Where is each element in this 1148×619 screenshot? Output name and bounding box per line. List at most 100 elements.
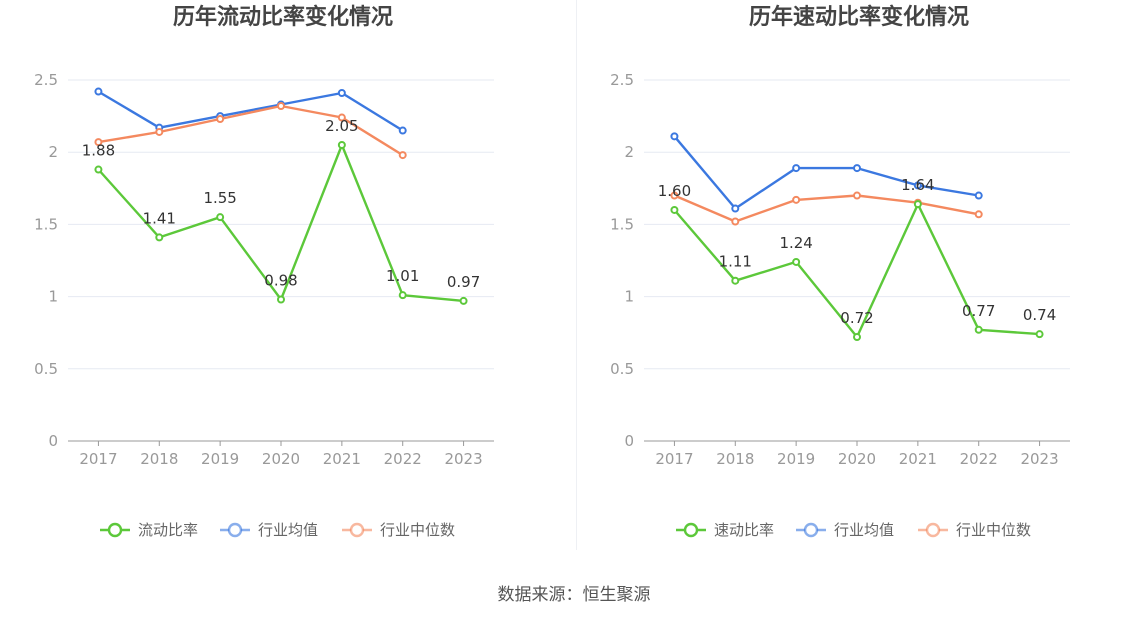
legend-marker	[227, 522, 243, 538]
data-label: 0.72	[840, 309, 873, 327]
legend-label: 行业均值	[834, 521, 894, 539]
data-point-industry-median	[792, 195, 801, 204]
data-label: 0.98	[264, 271, 297, 289]
legend-label: 行业中位数	[380, 521, 455, 539]
x-tick-label: 2018	[140, 450, 178, 468]
x-tick-label: 2020	[838, 450, 876, 468]
data-point-ratio	[459, 296, 468, 305]
data-point-industry-avg	[974, 191, 983, 200]
legend-item-industry-avg: 行业均值	[220, 521, 318, 539]
data-point-ratio	[155, 233, 164, 242]
data-point-industry-avg	[670, 132, 679, 141]
data-label: 2.05	[325, 117, 358, 135]
chart-title: 历年速动比率变化情况	[749, 4, 969, 30]
legend-marker	[803, 522, 819, 538]
legend-item-industry-median: 行业中位数	[918, 521, 1031, 539]
legend-label: 流动比率	[138, 521, 198, 539]
data-point-industry-avg	[337, 88, 346, 97]
y-tick-label: 1	[48, 288, 58, 306]
legend-marker	[349, 522, 365, 538]
data-point-industry-avg	[398, 126, 407, 135]
data-label: 0.77	[962, 302, 995, 320]
series-line-industry-median	[673, 194, 979, 223]
x-tick-label: 2019	[201, 450, 239, 468]
legend-marker	[683, 522, 699, 538]
data-label: 0.97	[447, 273, 480, 291]
legend-item-industry-median: 行业中位数	[342, 521, 455, 539]
x-tick-label: 2022	[960, 450, 998, 468]
data-label: 1.24	[779, 234, 812, 252]
data-point-industry-avg	[731, 204, 740, 213]
legend-marker	[107, 522, 123, 538]
data-point-industry-median	[853, 191, 861, 200]
series-line-industry-avg	[673, 135, 979, 210]
data-point-industry-avg	[853, 164, 861, 173]
y-tick-label: 1	[624, 288, 634, 306]
series-line-industry-median	[98, 104, 404, 157]
legend-marker	[925, 522, 941, 538]
y-tick-label: 0.5	[34, 360, 58, 378]
data-label: 0.74	[1023, 306, 1056, 324]
x-tick-label: 2017	[655, 450, 693, 468]
data-source: 数据来源：恒生聚源	[497, 585, 651, 605]
series-line-industry-avg	[97, 90, 404, 132]
data-label: 1.88	[82, 142, 115, 160]
data-point-industry-avg	[94, 87, 103, 96]
data-point-industry-median	[670, 191, 679, 200]
y-tick-label: 2	[624, 143, 634, 161]
y-tick-label: 0	[48, 432, 58, 450]
data-point-industry-median	[216, 114, 225, 123]
x-tick-label: 2023	[444, 450, 482, 468]
data-point-ratio	[337, 140, 346, 149]
legend-label: 行业均值	[258, 521, 318, 539]
x-tick-label: 2022	[384, 450, 422, 468]
data-point-ratio	[277, 295, 285, 304]
chart-title: 历年流动比率变化情况	[173, 4, 393, 30]
legend-label: 速动比率	[714, 521, 774, 539]
data-label: 1.11	[719, 253, 752, 271]
data-label: 1.64	[901, 176, 934, 194]
y-tick-label: 2.5	[34, 71, 58, 89]
data-label: 1.01	[386, 267, 419, 285]
y-tick-label: 0	[624, 432, 634, 450]
data-point-industry-median	[277, 101, 285, 110]
data-point-ratio	[913, 200, 922, 209]
y-tick-label: 1.5	[610, 215, 634, 233]
data-point-ratio	[94, 165, 103, 174]
legend-item-ratio: 速动比率	[676, 521, 774, 539]
data-point-industry-median	[155, 127, 164, 136]
data-point-ratio	[974, 325, 983, 334]
y-tick-label: 2	[48, 143, 58, 161]
x-tick-label: 2021	[323, 450, 361, 468]
data-point-ratio	[216, 213, 225, 222]
legend-item-ratio: 流动比率	[100, 521, 198, 539]
data-point-industry-avg	[792, 164, 801, 173]
x-tick-label: 2018	[716, 450, 754, 468]
y-tick-label: 0.5	[610, 360, 634, 378]
x-tick-label: 2017	[79, 450, 117, 468]
legend-item-industry-avg: 行业均值	[796, 521, 894, 539]
x-tick-label: 2021	[899, 450, 937, 468]
data-point-ratio	[792, 257, 801, 266]
y-tick-label: 2.5	[610, 71, 634, 89]
data-point-industry-median	[731, 217, 740, 226]
data-point-industry-median	[398, 151, 407, 160]
x-tick-label: 2020	[262, 450, 300, 468]
x-tick-label: 2023	[1020, 450, 1058, 468]
current-ratio-chart: 历年流动比率变化情况 0 0.5 1 1.5 2 2.5 2017 2018 2019 2020 20…	[34, 4, 494, 539]
chart-divider	[576, 0, 577, 550]
data-point-industry-median	[337, 113, 346, 122]
data-point-ratio	[731, 276, 740, 285]
data-point-industry-median	[94, 138, 103, 147]
data-point-industry-avg	[913, 181, 922, 190]
x-tick-label: 2019	[777, 450, 815, 468]
data-point-ratio	[670, 205, 679, 214]
data-label: 1.60	[658, 182, 691, 200]
data-point-ratio	[398, 291, 407, 300]
data-label: 1.55	[203, 189, 236, 207]
legend-label: 行业中位数	[956, 521, 1031, 539]
data-point-ratio	[1035, 330, 1044, 339]
data-point-industry-median	[974, 210, 983, 219]
data-point-ratio	[853, 333, 861, 342]
data-label: 1.41	[143, 209, 176, 227]
